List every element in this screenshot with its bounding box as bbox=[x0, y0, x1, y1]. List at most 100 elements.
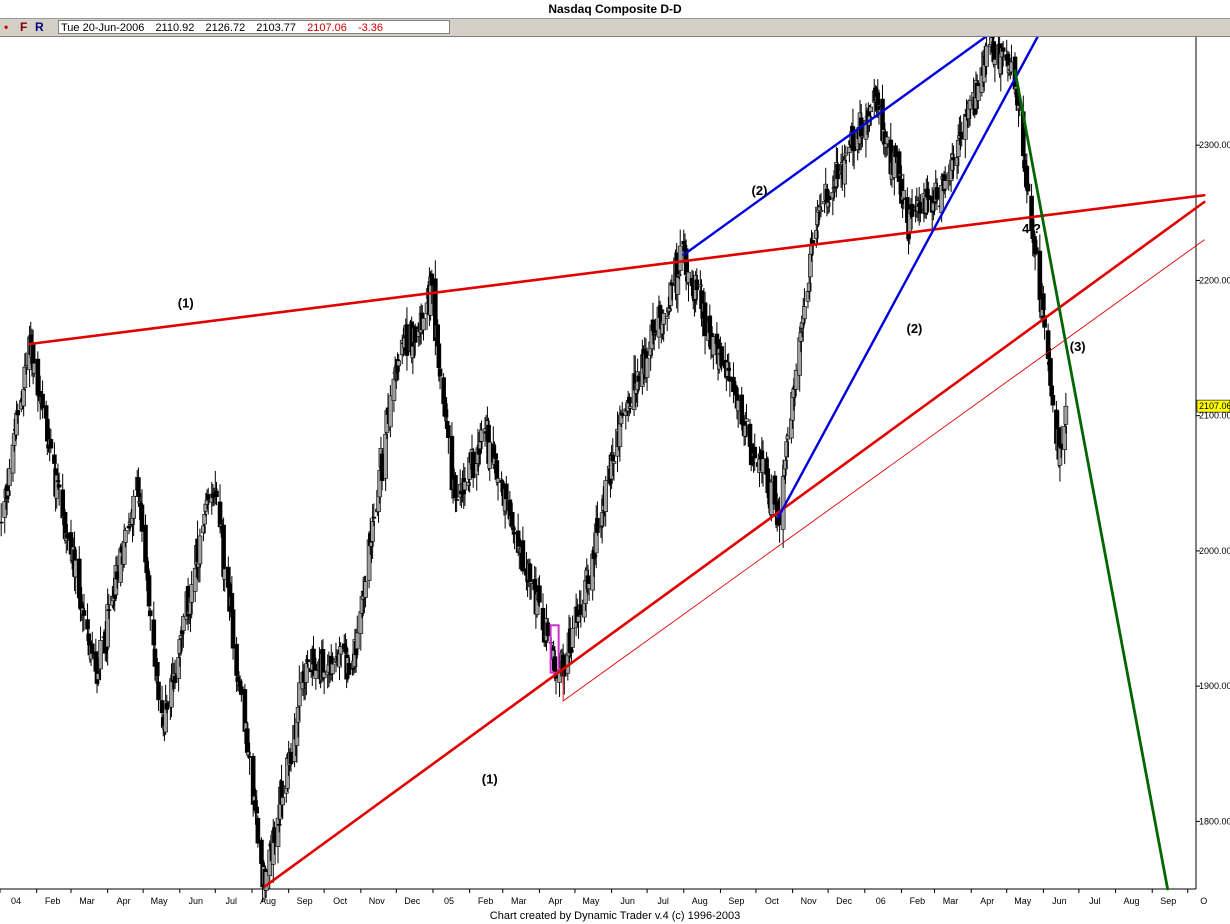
candle-down bbox=[242, 689, 248, 732]
trend-line-green[interactable] bbox=[1013, 69, 1170, 891]
trend-line-red-thin[interactable] bbox=[562, 239, 1205, 702]
candle-up bbox=[868, 106, 873, 112]
candle-down bbox=[595, 517, 600, 533]
candle-up bbox=[668, 282, 674, 306]
candle-up bbox=[189, 584, 194, 603]
candle-down bbox=[702, 302, 708, 337]
candle-up bbox=[213, 488, 218, 491]
candle-up bbox=[105, 604, 110, 648]
x-tick-label: Nov bbox=[369, 896, 386, 906]
candle-up bbox=[954, 157, 960, 166]
candle-up bbox=[825, 202, 831, 208]
candle-down bbox=[719, 346, 724, 367]
candle-up bbox=[181, 616, 186, 631]
candle-up bbox=[1062, 426, 1067, 451]
price-chart[interactable]: 1800.00 1900.00 2000.00 2100.00 2200.00 2300.… bbox=[0, 37, 1230, 909]
candle-down bbox=[126, 525, 132, 529]
candle-up bbox=[676, 273, 682, 277]
candle-down bbox=[164, 702, 170, 710]
candle-down bbox=[138, 503, 144, 505]
highlight-box bbox=[549, 624, 560, 674]
candle-up bbox=[570, 628, 575, 648]
candle-down bbox=[255, 817, 261, 844]
candle-down bbox=[55, 480, 61, 482]
candle-down bbox=[433, 278, 438, 341]
candle-down bbox=[893, 145, 898, 158]
x-tick-label: Jul bbox=[1089, 896, 1101, 906]
candle-up bbox=[313, 670, 319, 679]
x-tick-label: Apr bbox=[548, 896, 562, 906]
x-tick-label: 05 bbox=[444, 896, 454, 906]
candle-up bbox=[176, 657, 181, 679]
candle-down bbox=[156, 681, 161, 701]
y-tick-label: 2300.00 bbox=[1199, 140, 1230, 150]
trend-line-red[interactable] bbox=[28, 193, 1206, 346]
candle-up bbox=[131, 495, 136, 519]
candle-up bbox=[21, 388, 26, 407]
candle-down bbox=[60, 489, 65, 519]
trend-line-blue[interactable] bbox=[682, 37, 987, 256]
candle-up bbox=[479, 429, 484, 442]
candle-up bbox=[304, 663, 309, 683]
candle-down bbox=[52, 454, 57, 464]
x-tick-label: Jul bbox=[657, 896, 669, 906]
f-button[interactable]: F bbox=[20, 20, 28, 34]
ohlc-close: 2107.06 bbox=[307, 22, 347, 34]
candle-down bbox=[56, 484, 62, 488]
candle-up bbox=[576, 616, 581, 623]
candle-down bbox=[726, 367, 732, 371]
candle-up bbox=[813, 230, 819, 239]
candle-down bbox=[1032, 239, 1038, 255]
last-price-label: 2107.06 bbox=[1199, 401, 1230, 411]
dot-icon[interactable]: • bbox=[4, 20, 9, 34]
candle-up bbox=[202, 514, 207, 525]
x-tick-label: Mar bbox=[511, 896, 527, 906]
x-tick-label: Jun bbox=[1052, 896, 1067, 906]
trend-line-red[interactable] bbox=[263, 200, 1206, 888]
x-tick-label: Jun bbox=[189, 896, 204, 906]
candle-up bbox=[843, 152, 849, 156]
x-tick-label: Apr bbox=[117, 896, 131, 906]
candle-down bbox=[511, 527, 516, 531]
candle-up bbox=[793, 369, 799, 390]
candle-down bbox=[875, 92, 881, 110]
candle-down bbox=[155, 661, 160, 676]
r-button[interactable]: R bbox=[35, 20, 44, 34]
y-tick-label: 2200.00 bbox=[1199, 275, 1230, 285]
candle-up bbox=[686, 271, 691, 283]
candle-up bbox=[466, 482, 471, 486]
candle-down bbox=[436, 343, 442, 368]
candle-up bbox=[677, 245, 683, 271]
candle-up bbox=[942, 180, 948, 190]
candle-down bbox=[230, 609, 236, 649]
x-tick-label: Dec bbox=[836, 896, 853, 906]
candle-down bbox=[1042, 315, 1047, 328]
ohlc-date: Tue 20-Jun-2006 bbox=[61, 22, 145, 34]
candle-up bbox=[197, 535, 203, 565]
x-tick-label: Aug bbox=[260, 896, 276, 906]
x-tick-label: Apr bbox=[980, 896, 994, 906]
last-price-marker bbox=[1196, 399, 1230, 413]
candle-up bbox=[113, 565, 119, 596]
candle-down bbox=[504, 483, 509, 500]
candles bbox=[0, 37, 1069, 902]
candle-up bbox=[5, 490, 11, 497]
candle-up bbox=[842, 159, 847, 185]
candle-down bbox=[1033, 247, 1039, 253]
trend-line-blue[interactable] bbox=[777, 37, 1039, 519]
x-tick-label: Feb bbox=[478, 896, 494, 906]
candle-down bbox=[371, 516, 377, 519]
candle-up bbox=[644, 357, 650, 378]
wave-label: (2) bbox=[907, 321, 923, 336]
candle-down bbox=[443, 409, 449, 418]
candle-up bbox=[611, 461, 617, 464]
ohlc-readout: Tue 20-Jun-2006 2110.92 2126.72 2103.77 … bbox=[58, 20, 450, 34]
candle-down bbox=[1041, 293, 1046, 310]
candle-up bbox=[675, 276, 681, 295]
candle-up bbox=[295, 706, 301, 723]
ohlc-change: -3.36 bbox=[357, 22, 384, 34]
wave-label: (2) bbox=[752, 183, 768, 198]
candle-down bbox=[509, 511, 515, 527]
candle-down bbox=[1025, 183, 1031, 192]
candle-down bbox=[627, 396, 632, 404]
